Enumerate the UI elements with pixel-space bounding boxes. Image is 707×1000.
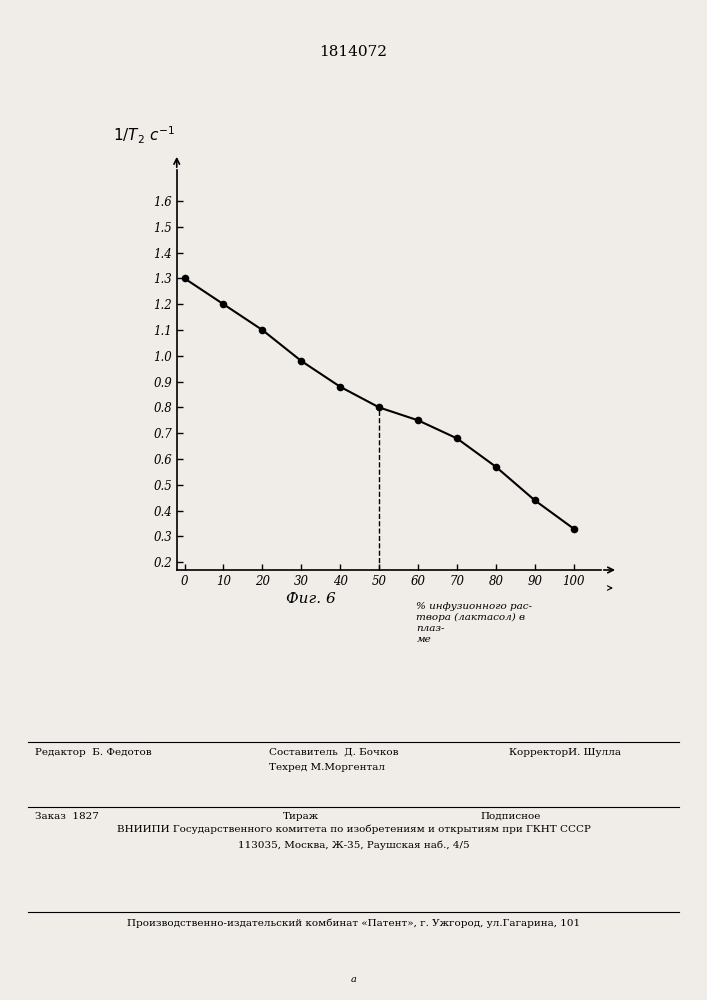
- Point: [568, 521, 579, 537]
- Text: КорректорИ. Шулла: КорректорИ. Шулла: [509, 748, 621, 757]
- Text: Подписное: Подписное: [481, 812, 541, 821]
- Text: Редактор  Б. Федотов: Редактор Б. Федотов: [35, 748, 152, 757]
- Text: Производственно-издательский комбинат «Патент», г. Ужгород, ул.Гагарина, 101: Производственно-издательский комбинат «П…: [127, 918, 580, 928]
- Text: Фиг. 6: Фиг. 6: [286, 592, 336, 606]
- Point: [490, 459, 501, 475]
- Point: [218, 296, 229, 312]
- Text: Тираж: Тираж: [283, 812, 319, 821]
- Text: $1/T_2\ c^{-1}$: $1/T_2\ c^{-1}$: [113, 125, 175, 146]
- Point: [373, 399, 385, 415]
- Point: [412, 412, 423, 428]
- Point: [179, 270, 190, 286]
- Text: Составитель  Д. Бочков: Составитель Д. Бочков: [269, 748, 398, 757]
- Text: a: a: [351, 975, 356, 984]
- Point: [451, 430, 462, 446]
- Point: [529, 492, 540, 508]
- Point: [257, 322, 268, 338]
- Point: [334, 379, 346, 395]
- Point: [296, 353, 307, 369]
- Text: 1814072: 1814072: [320, 45, 387, 59]
- Text: % инфузионного рас-
твора (лактасол) в
плаз-
ме: % инфузионного рас- твора (лактасол) в п…: [416, 602, 532, 644]
- Text: Техред М.Моргентал: Техред М.Моргентал: [269, 763, 385, 772]
- Text: ВНИИПИ Государственного комитета по изобретениям и открытиям при ГКНТ СССР: ВНИИПИ Государственного комитета по изоб…: [117, 825, 590, 834]
- Text: Заказ  1827: Заказ 1827: [35, 812, 99, 821]
- Text: 113035, Москва, Ж-35, Раушская наб., 4/5: 113035, Москва, Ж-35, Раушская наб., 4/5: [238, 840, 469, 850]
